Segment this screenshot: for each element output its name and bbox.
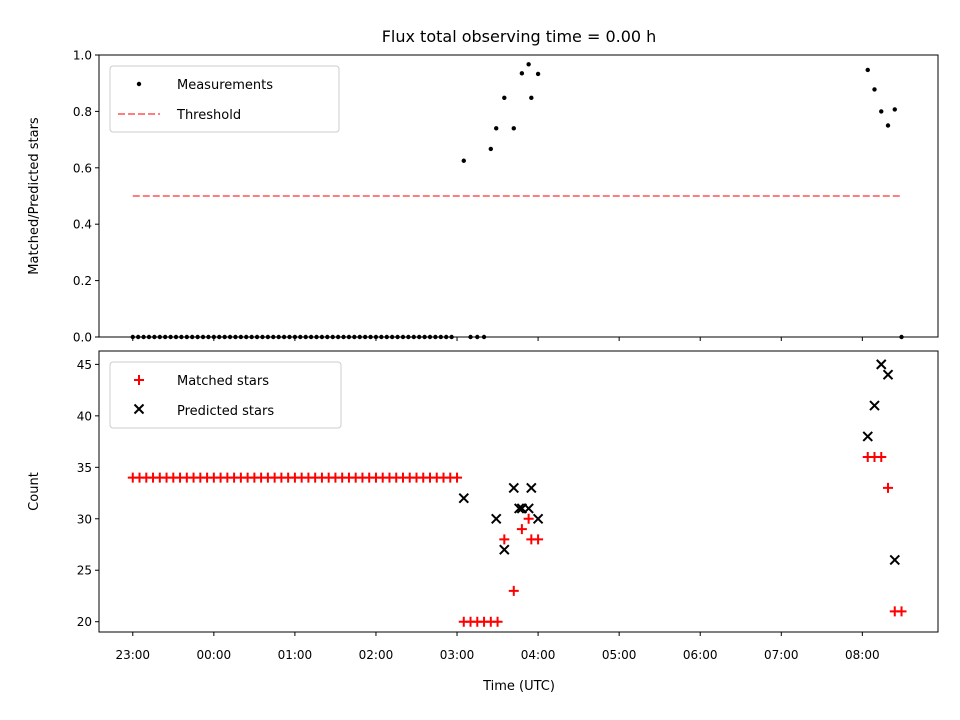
ratio-axes-frame — [98, 54, 939, 338]
ratio-y-tick-label: 0.4 — [73, 218, 92, 232]
predicted-stars-point — [862, 431, 873, 442]
measurement-point — [529, 95, 534, 101]
ratio-y-tick-label: 0.6 — [73, 161, 92, 175]
ratio-plot-marks — [130, 62, 904, 340]
predicted-stars-point — [513, 503, 525, 514]
measurement-point — [519, 71, 525, 76]
ratio-x-ticks — [132, 337, 863, 341]
matched-stars-point — [492, 616, 503, 627]
count-axes-frame — [98, 350, 939, 633]
measurement-point — [461, 158, 466, 163]
count-y-tick-label: 40 — [77, 409, 92, 423]
count-x-tick-label: 03:00 — [440, 648, 475, 662]
predicted-stars-point — [458, 492, 469, 504]
predicted-stars-point — [499, 544, 510, 555]
measurement-point — [885, 123, 891, 128]
count-panel: 20 25 30 35 40 45 23:00 00:00 01:00 02:00 03:00 04… — [27, 350, 939, 694]
predicted-stars-point — [889, 554, 900, 566]
measurement-point — [535, 71, 541, 77]
count-x-ticks: 23:00 00:00 01:00 02:00 03:00 04:00 05:00 06:00… — [115, 632, 880, 662]
predicted-stars-point — [508, 482, 519, 494]
measurement-point — [892, 107, 897, 112]
measurement-point — [526, 62, 531, 67]
ratio-y-axis-label: Matched/Predicted stars — [27, 117, 42, 275]
matched-stars-point — [508, 585, 519, 596]
count-x-tick-label: 06:00 — [683, 648, 718, 662]
count-x-tick-label: 07:00 — [764, 648, 799, 662]
measurement-point — [511, 126, 516, 131]
ratio-legend: Measurements Threshold — [109, 65, 340, 133]
measurement-point — [865, 67, 870, 73]
measurement-point — [502, 95, 507, 101]
measurement-point — [494, 126, 499, 131]
count-x-tick-label: 04:00 — [521, 648, 556, 662]
matched-stars-point — [876, 452, 887, 463]
ratio-legend-box — [109, 65, 340, 133]
legend-predicted-label: Predicted stars — [177, 404, 274, 419]
count-legend-box — [109, 361, 342, 429]
matched-stars-point — [516, 524, 527, 535]
ratio-y-tick-label: 0.2 — [73, 274, 92, 288]
predicted-stars-point — [532, 513, 544, 524]
legend-measurements-label: Measurements — [177, 78, 273, 93]
legend-measurements-marker — [136, 81, 142, 87]
measurement-point — [488, 146, 493, 152]
matched-stars-point — [896, 606, 907, 617]
ratio-y-tick-label: 0.8 — [73, 105, 92, 119]
matched-stars-point — [533, 534, 544, 545]
predicted-stars-point — [523, 503, 534, 514]
legend-matched-marker — [134, 375, 144, 385]
count-x-tick-label: 08:00 — [845, 648, 880, 662]
ratio-y-tick-label: 0.0 — [73, 331, 92, 345]
measurement-point — [879, 109, 884, 114]
legend-threshold-label: Threshold — [176, 108, 241, 123]
count-y-axis-label: Count — [27, 472, 42, 511]
figure-title: Flux total observing time = 0.00 h — [382, 27, 657, 46]
count-x-tick-label: 23:00 — [115, 648, 150, 662]
count-y-tick-label: 25 — [77, 564, 92, 578]
predicted-stars-point — [876, 359, 887, 370]
legend-matched-label: Matched stars — [177, 374, 269, 389]
count-y-tick-label: 45 — [77, 358, 92, 372]
count-y-tick-label: 20 — [77, 615, 92, 629]
count-y-tick-label: 30 — [77, 512, 92, 526]
predicted-stars-point — [491, 513, 502, 524]
measurement-point — [872, 87, 877, 92]
predicted-stars-point — [869, 400, 880, 411]
predicted-stars-point — [882, 369, 894, 380]
count-x-tick-label: 02:00 — [359, 648, 394, 662]
count-legend: Matched stars Predicted stars — [109, 361, 342, 429]
count-y-tick-label: 35 — [77, 461, 92, 475]
legend-predicted-marker — [133, 403, 145, 415]
x-axis-label: Time (UTC) — [482, 679, 555, 694]
predicted-stars-point — [526, 482, 537, 494]
ratio-y-tick-label: 1.0 — [73, 49, 92, 63]
matched-stars-point — [523, 513, 534, 524]
count-x-tick-label: 05:00 — [602, 648, 637, 662]
ratio-y-ticks: 0.0 0.2 0.4 0.6 0.8 1.0 — [73, 49, 99, 345]
count-x-tick-label: 00:00 — [197, 648, 232, 662]
ratio-panel: 0.0 0.2 0.4 0.6 0.8 1.0 Matched/Predicted sta… — [27, 49, 939, 345]
count-x-tick-label: 01:00 — [278, 648, 313, 662]
count-plot-marks — [127, 359, 907, 627]
matched-stars-point — [452, 472, 463, 483]
count-y-ticks: 20 25 30 35 40 45 — [77, 358, 99, 629]
matched-stars-point — [499, 534, 510, 545]
matched-stars-point — [883, 482, 894, 493]
